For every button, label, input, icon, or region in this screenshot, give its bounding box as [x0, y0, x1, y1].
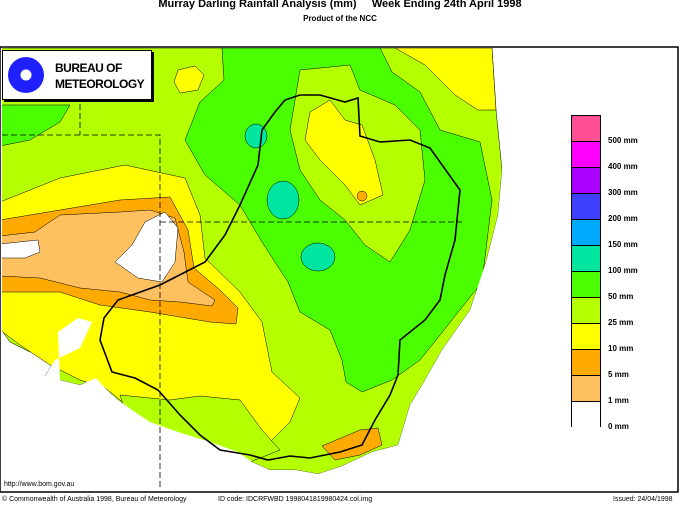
region-10-25mm-north: [173, 65, 205, 94]
legend-swatch: [571, 375, 601, 401]
legend-swatch: [571, 349, 601, 375]
region-100-150mm: [300, 242, 336, 272]
region-10-25mm-coast: [394, 48, 497, 111]
issued-date: Issued: 24/04/1998: [613, 496, 673, 503]
region-50-100mm-nw: [2, 104, 71, 146]
legend-label: 1 mm: [608, 396, 629, 405]
region-0-1mm: [114, 211, 179, 283]
legend-swatch: [571, 115, 601, 141]
logo-line-1: BUREAU OF: [55, 61, 122, 75]
region-100-150mm: [266, 180, 300, 220]
legend-label: 0 mm: [608, 422, 629, 431]
legend-label: 50 mm: [608, 292, 634, 301]
legend-swatch: [571, 245, 601, 271]
region-5-10mm: [356, 190, 368, 202]
legend-swatch: [571, 297, 601, 323]
legend-swatch: [571, 167, 601, 193]
rainfall-legend: 500 mm 400 mm 300 mm 200 mm 150 mm 100 mm 50 m…: [571, 115, 638, 431]
legend-label: 200 mm: [608, 214, 638, 223]
logo-line-2: METEOROLOGY: [55, 77, 145, 91]
bureau-logo: BUREAU OF METEOROLOGY: [2, 50, 152, 100]
legend-swatch: [571, 219, 601, 245]
legend-swatch: [571, 193, 601, 219]
bom-emblem-icon: [8, 57, 44, 93]
legend-label: 500 mm: [608, 136, 638, 145]
id-code: ID code: IDCRFWBD 1998041819980424.col.i…: [218, 496, 373, 503]
legend-swatch: [571, 271, 601, 297]
legend-label: 150 mm: [608, 240, 638, 249]
website-url: http://www.bom.gov.au: [4, 481, 75, 488]
gulf-sea: [2, 48, 678, 491]
state-boundaries-dashed: [2, 104, 462, 490]
map-subtitle: Product of the NCC: [303, 14, 377, 23]
logo-text: BUREAU OF METEOROLOGY: [55, 60, 145, 92]
region-10-25mm-ne: [304, 99, 384, 206]
legend-label: 10 mm: [608, 344, 634, 353]
map-title: Murray Darling Rainfall Analysis (mm) We…: [158, 0, 522, 10]
legend-swatch: [571, 141, 601, 167]
legend-label: 300 mm: [608, 188, 638, 197]
legend-swatch: [571, 323, 601, 349]
murray-darling-basin-boundary: [99, 94, 461, 461]
legend-label: 400 mm: [608, 162, 638, 171]
legend-label: 5 mm: [608, 370, 629, 379]
legend-swatch: [571, 401, 601, 427]
region-0-1mm: [2, 239, 41, 259]
legend-label: 25 mm: [608, 318, 634, 327]
legend-label: 100 mm: [608, 266, 638, 275]
copyright-text: © Commonwealth of Australia 1998, Bureau…: [2, 496, 187, 503]
